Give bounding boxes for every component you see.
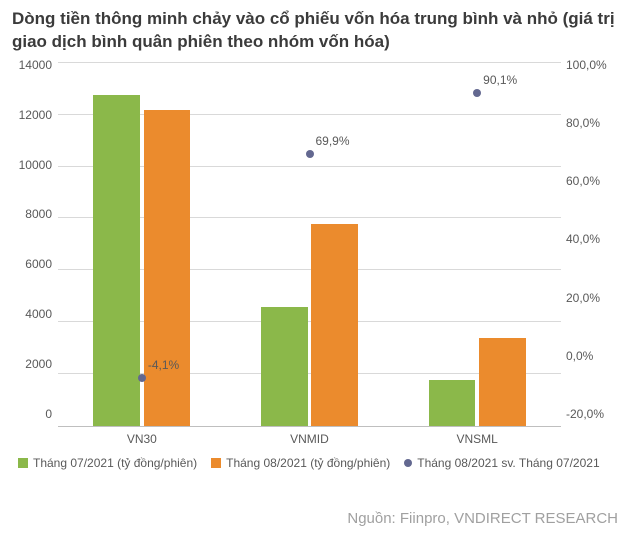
legend-dot-icon [404, 459, 412, 467]
bar-Tháng-07/2021-(tỷ-đồng/phiên) [261, 307, 308, 426]
y-left-tick: 6000 [12, 257, 52, 271]
x-axis-labels: VN30VNMIDVNSML [58, 432, 561, 446]
y-axis-right-labels: 100,0% 80,0% 60,0% 40,0% 20,0% 0,0% -20,0% [566, 58, 618, 421]
y-right-tick: 80,0% [566, 116, 618, 130]
x-axis-label: VNMID [226, 432, 394, 446]
source-attribution: Nguồn: Fiinpro, VNDIRECT RESEARCH [347, 510, 618, 527]
data-point [138, 374, 146, 382]
y-right-tick: 100,0% [566, 58, 618, 72]
y-right-tick: 60,0% [566, 174, 618, 188]
data-point [306, 150, 314, 158]
chart-title: Dòng tiền thông minh chảy vào cổ phiếu v… [12, 8, 618, 54]
legend-item: Tháng 08/2021 (tỷ đồng/phiên) [211, 456, 390, 470]
y-left-tick: 12000 [12, 108, 52, 122]
y-left-tick: 2000 [12, 357, 52, 371]
legend-swatch-icon [18, 458, 28, 468]
data-point-label: 90,1% [483, 73, 517, 87]
y-right-tick: -20,0% [566, 407, 618, 421]
y-right-tick: 20,0% [566, 291, 618, 305]
y-left-tick: 10000 [12, 158, 52, 172]
plot-area: -4,1% 69,9% 90,1% [58, 64, 561, 427]
legend-item: Tháng 08/2021 sv. Tháng 07/2021 [404, 456, 599, 470]
bar-Tháng-07/2021-(tỷ-đồng/phiên) [93, 95, 140, 426]
y-left-tick: 0 [12, 407, 52, 421]
data-point-label: -4,1% [148, 358, 179, 372]
x-axis-label: VN30 [58, 432, 226, 446]
legend-label: Tháng 08/2021 sv. Tháng 07/2021 [417, 456, 599, 470]
y-axis-left-labels: 14000 12000 10000 8000 6000 4000 2000 0 [12, 58, 52, 421]
legend-label: Tháng 07/2021 (tỷ đồng/phiên) [33, 456, 197, 470]
bar-Tháng-08/2021-(tỷ-đồng/phiên) [311, 224, 358, 426]
legend-label: Tháng 08/2021 (tỷ đồng/phiên) [226, 456, 390, 470]
x-axis-label: VNSML [393, 432, 561, 446]
y-right-tick: 0,0% [566, 349, 618, 363]
gridline [58, 62, 561, 63]
chart-container: Dòng tiền thông minh chảy vào cổ phiếu v… [0, 0, 630, 543]
data-point-label: 69,9% [316, 134, 350, 148]
y-left-tick: 4000 [12, 307, 52, 321]
data-point [473, 89, 481, 97]
legend-item: Tháng 07/2021 (tỷ đồng/phiên) [18, 456, 197, 470]
y-left-tick: 14000 [12, 58, 52, 72]
y-left-tick: 8000 [12, 207, 52, 221]
bar-Tháng-08/2021-(tỷ-đồng/phiên) [479, 338, 526, 426]
legend-swatch-icon [211, 458, 221, 468]
y-right-tick: 40,0% [566, 232, 618, 246]
chart-area: 14000120001000080006000400020000 -4,1%69… [12, 64, 618, 434]
legend: Tháng 07/2021 (tỷ đồng/phiên) Tháng 08/20… [18, 456, 600, 470]
bar-Tháng-08/2021-(tỷ-đồng/phiên) [144, 110, 191, 426]
bar-Tháng-07/2021-(tỷ-đồng/phiên) [429, 380, 476, 426]
